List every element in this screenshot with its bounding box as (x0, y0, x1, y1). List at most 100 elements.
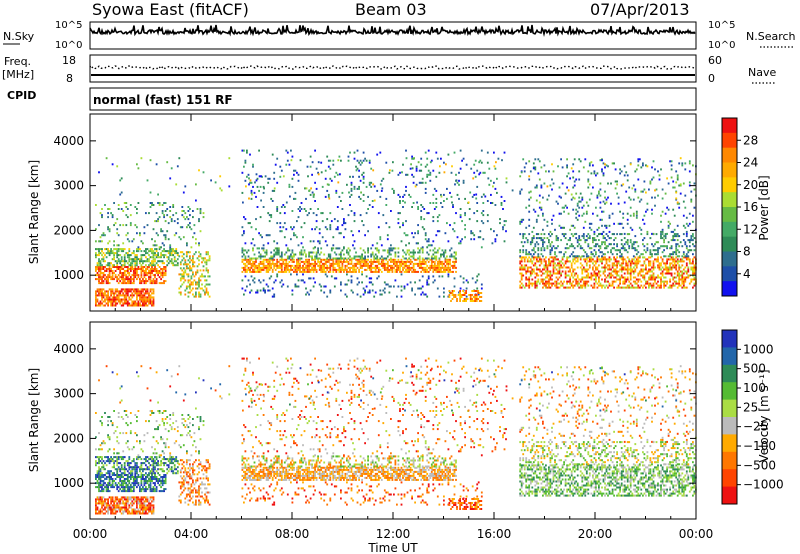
power-cell (107, 250, 109, 253)
power-cell (654, 196, 656, 199)
power-cell (545, 282, 547, 285)
power-cell (435, 266, 438, 269)
power-cell (365, 159, 368, 162)
power-cell (397, 222, 400, 225)
power-cell (95, 270, 97, 272)
power-cell (139, 292, 141, 295)
power-cell (184, 263, 187, 266)
power-cell (654, 189, 656, 192)
power-cell (374, 268, 377, 271)
power-cell (114, 274, 117, 277)
power-cell (204, 291, 206, 294)
power-cell (149, 300, 152, 303)
power-cell (362, 293, 365, 296)
power-cell (101, 296, 103, 299)
power-cell (314, 200, 316, 202)
power-cell (114, 302, 117, 305)
power-cell (449, 260, 451, 263)
power-cell (205, 259, 208, 262)
power-cell (347, 257, 350, 260)
power-cell (308, 293, 310, 296)
power-cell (114, 248, 117, 251)
power-cell (113, 248, 115, 251)
power-cell (687, 249, 690, 252)
power-cell (572, 245, 575, 248)
power-cell (605, 284, 608, 287)
power-cell (617, 284, 620, 287)
power-cell (478, 292, 481, 294)
power-cell (537, 247, 540, 250)
power-cell (479, 159, 482, 162)
power-cell (276, 181, 279, 184)
power-cell (137, 302, 140, 305)
power-cell (117, 298, 120, 301)
power-cell (409, 281, 412, 284)
power-cell (453, 255, 456, 258)
power-cell (126, 252, 129, 255)
power-cell (561, 256, 564, 259)
power-cell (273, 262, 276, 265)
power-cell (125, 290, 128, 293)
power-cell (140, 240, 143, 243)
power-cell (447, 273, 450, 276)
power-cell (625, 262, 628, 265)
power-cell (623, 232, 626, 235)
power-cell (333, 175, 336, 178)
power-cell (306, 258, 309, 261)
power-cell (453, 294, 455, 296)
power-cell (205, 263, 208, 266)
power-cell (317, 249, 319, 252)
power-cell (440, 266, 442, 269)
power-cell (685, 258, 688, 261)
power-cell (573, 226, 576, 229)
power-cell (593, 172, 596, 175)
power-cell (676, 260, 679, 263)
power-cell (190, 228, 193, 231)
power-cell (390, 249, 392, 252)
power-cell (305, 210, 307, 212)
power-cell (429, 264, 432, 267)
power-cell (560, 251, 562, 254)
power-cell (123, 298, 126, 301)
power-cell (576, 284, 579, 287)
power-cell (370, 253, 373, 256)
power-cell (277, 247, 280, 250)
power-cell (613, 264, 615, 267)
power-cell (532, 253, 535, 256)
power-cell (302, 273, 304, 276)
power-cell (566, 282, 568, 285)
power-cell (401, 171, 403, 174)
power-cell (117, 282, 120, 285)
power-cell (294, 270, 297, 273)
power-cell (573, 262, 576, 265)
power-cell (614, 187, 617, 190)
power-cell (114, 290, 117, 293)
power-cell (496, 234, 498, 237)
power-cell (380, 179, 383, 182)
power-cell (576, 274, 579, 277)
power-cell (619, 268, 621, 271)
power-cell (131, 240, 134, 243)
power-cell (123, 274, 126, 277)
power-cell (178, 287, 181, 290)
power-cell (139, 296, 141, 299)
power-cell (297, 260, 300, 263)
power-cell (311, 251, 313, 254)
power-cell (417, 251, 419, 254)
power-cell (676, 262, 679, 265)
power-cell (95, 302, 97, 305)
power-cell (113, 298, 115, 301)
power-cell (335, 247, 338, 250)
power-cell (657, 274, 659, 277)
power-cell (265, 264, 268, 267)
power-cell (377, 260, 380, 263)
nave-trace (89, 64, 696, 71)
power-cell (436, 249, 439, 252)
power-cell (154, 258, 156, 261)
power-cell (672, 264, 675, 267)
power-cell (136, 248, 138, 251)
power-cell (111, 250, 114, 253)
power-cell (129, 204, 132, 206)
power-cell (441, 275, 444, 278)
power-cell (464, 236, 466, 239)
